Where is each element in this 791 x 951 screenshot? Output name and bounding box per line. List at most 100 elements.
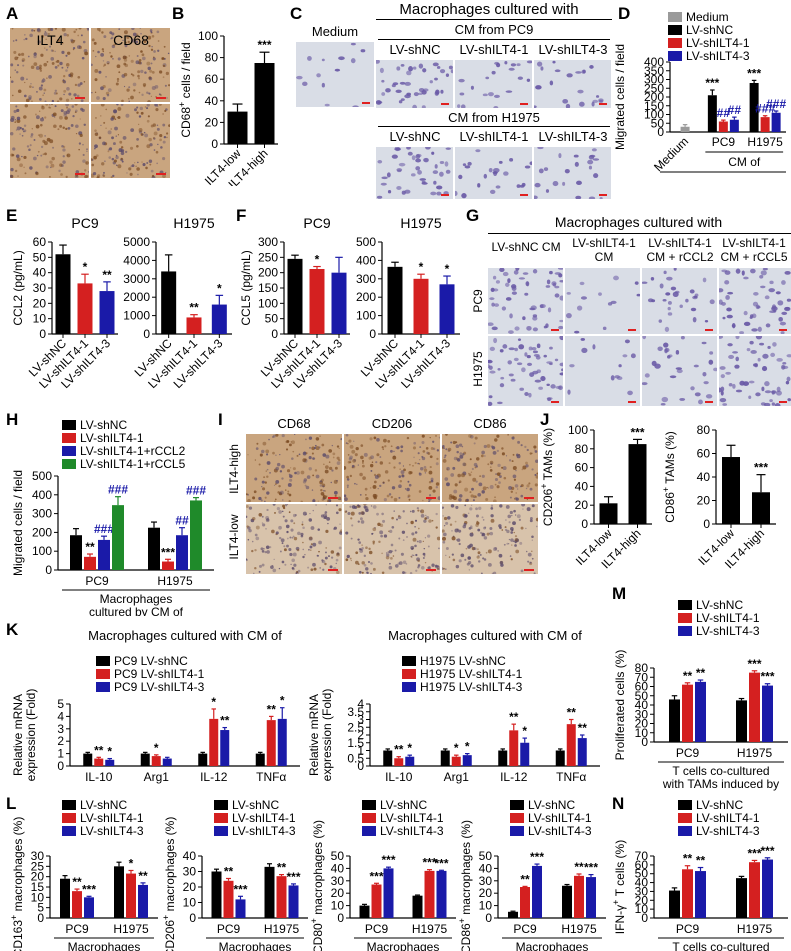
chart-title: H1975 xyxy=(173,215,214,231)
y-tick-label: 20 xyxy=(479,886,493,900)
legend-label: LV-shILT4-1 xyxy=(380,811,444,825)
y-tick-label: 400 xyxy=(644,55,664,69)
cell-texture xyxy=(488,336,563,406)
y-tick-label: 20 xyxy=(575,498,589,512)
y-tick-label: 5 xyxy=(57,697,64,711)
y-tick-label: 50 xyxy=(33,250,47,264)
bar xyxy=(752,492,770,524)
y-tick-label: 2 xyxy=(57,734,64,748)
bar xyxy=(749,672,760,742)
y-tick-label: 30 xyxy=(33,281,47,295)
chart-k-h1975: 00.511.522.533.54 Relative mRNA expression… xyxy=(307,628,600,784)
legend-swatch xyxy=(668,12,682,22)
legend-swatch xyxy=(362,813,376,823)
significance-mark: *** xyxy=(233,882,247,896)
y-tick-label: 60 xyxy=(575,461,589,475)
significance-mark: ** xyxy=(189,301,199,315)
y-tick-label: 70 xyxy=(635,849,649,863)
panel-a-header-ilt4: ILT4 xyxy=(36,32,64,48)
y-tick-label: 200 xyxy=(644,90,664,104)
bar xyxy=(161,271,177,334)
significance-mark: ** xyxy=(683,852,693,866)
panel-a-ihc: ILT4 CD68 xyxy=(10,28,170,178)
y-tick-label: 5000 xyxy=(123,235,150,249)
legend-swatch xyxy=(402,682,416,692)
ihc-texture xyxy=(91,28,170,102)
bar xyxy=(84,897,94,918)
y-tick-label: 30 xyxy=(479,874,493,888)
legend-swatch xyxy=(402,656,416,666)
legend-swatch xyxy=(510,813,524,823)
legend-swatch xyxy=(678,613,692,623)
y-label-sup: + xyxy=(178,102,187,107)
legend-label: LV-shILT4-3 xyxy=(696,824,760,838)
bar xyxy=(718,121,728,132)
bar xyxy=(309,268,325,334)
bar xyxy=(695,871,706,918)
cell-texture xyxy=(719,268,791,334)
bar xyxy=(198,753,208,766)
y-tick-label: 500 xyxy=(356,235,376,249)
legend-swatch xyxy=(62,459,76,469)
x-tick-label: PC9 xyxy=(85,574,109,588)
migration-image xyxy=(719,336,791,406)
y-tick-label: 25 xyxy=(31,859,45,873)
ihc-texture xyxy=(10,28,89,102)
y-tick-label: 2 xyxy=(357,728,364,742)
y-tick-label: 30 xyxy=(183,865,197,879)
bar xyxy=(211,304,227,334)
bar xyxy=(371,884,382,918)
significance-mark: * xyxy=(280,694,285,708)
x-tick-label: TNFα xyxy=(556,770,586,784)
y-tick-label: 250 xyxy=(644,81,664,95)
legend-swatch xyxy=(510,800,524,810)
y-axis-label: CD206+ macrophages (%) xyxy=(162,817,177,951)
y-tick-label: 20 xyxy=(31,870,45,884)
cell-texture xyxy=(488,268,563,334)
panel-g-title-line xyxy=(488,233,791,234)
y-tick-label: 40 xyxy=(331,861,345,875)
significance-mark: *** xyxy=(369,869,383,883)
y-tick-label: 40 xyxy=(33,266,47,280)
y-tick-label: 3 xyxy=(57,722,64,736)
migration-image xyxy=(376,147,453,199)
significance-mark: ** xyxy=(267,702,277,716)
cell-texture xyxy=(642,336,717,406)
bar xyxy=(140,753,150,766)
legend-swatch xyxy=(678,813,692,823)
bar xyxy=(112,505,124,570)
y-tick-label: 300 xyxy=(356,272,376,286)
y-tick-label: 2000 xyxy=(123,290,150,304)
y-label-main: CD86 xyxy=(459,923,473,951)
significance-mark: ## xyxy=(717,106,731,120)
legend-swatch xyxy=(362,800,376,810)
x-axis-label: Macrophages xyxy=(100,592,173,606)
bar xyxy=(220,730,230,766)
ihc-texture xyxy=(246,504,342,574)
bracket-label: CM of xyxy=(728,155,761,169)
y-label-main: CD80 xyxy=(311,923,325,951)
bar xyxy=(359,905,370,918)
y-tick-label: 40 xyxy=(479,861,493,875)
bar xyxy=(77,283,93,334)
significance-mark: *** xyxy=(747,657,761,671)
legend-label: LV-shNC xyxy=(696,800,743,812)
panel-c-col2-label: LV-shILT4-1 xyxy=(459,42,529,57)
legend-label: LV-shILT4-1 xyxy=(80,431,144,445)
bar xyxy=(105,759,115,766)
y-tick-label: 20 xyxy=(635,717,649,731)
migration-image xyxy=(565,268,640,334)
y-tick-label: 30 xyxy=(635,707,649,721)
legend-swatch xyxy=(96,682,110,692)
legend-swatch xyxy=(678,826,692,836)
chart-title: Macrophages cultured with CM of xyxy=(388,628,582,643)
y-tick-label: 20 xyxy=(635,893,649,907)
significance-mark: *** xyxy=(630,425,644,439)
significance-mark: ** xyxy=(683,669,693,683)
bar xyxy=(227,111,248,144)
y-tick-label: 0 xyxy=(37,911,44,925)
significance-mark: ** xyxy=(394,743,404,757)
